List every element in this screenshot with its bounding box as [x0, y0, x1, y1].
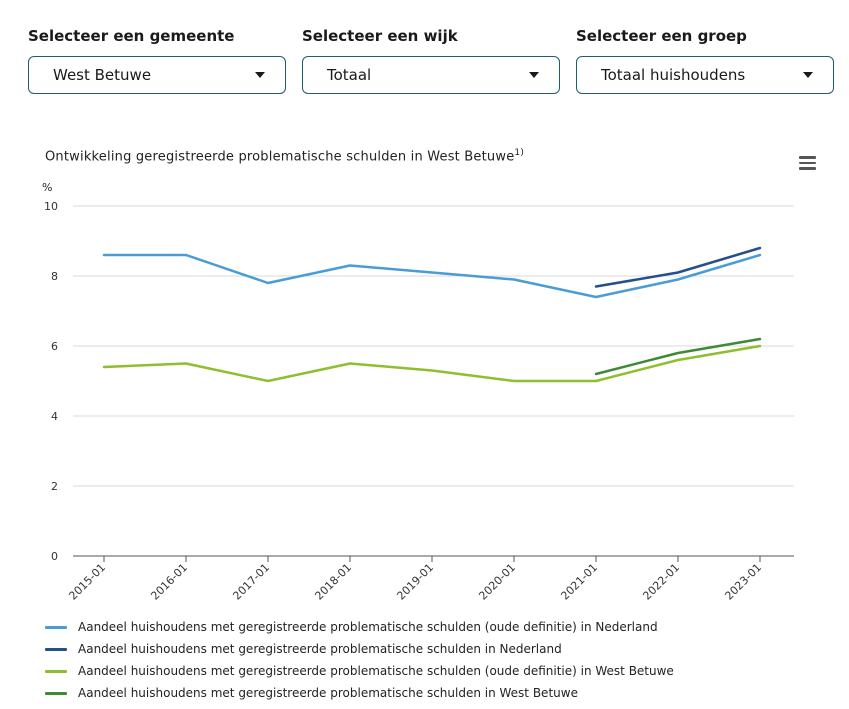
hamburger-menu-icon[interactable] — [799, 156, 816, 170]
chart-legend: Aandeel huishoudens met geregistreerde p… — [45, 616, 674, 704]
chart-title-text: Ontwikkeling geregistreerde problematisc… — [45, 149, 515, 165]
filter-label-wijk: Selecteer een wijk — [302, 27, 458, 45]
line-chart: 0 2 4 6 8 10 2015-01 2016-01 2017-01 2018-01 2019… — [42, 181, 794, 603]
caret-down-icon — [529, 72, 539, 78]
x-tick-label: 2016-01 — [148, 561, 190, 603]
legend-item-0[interactable]: Aandeel huishoudens met geregistreerde p… — [45, 616, 674, 638]
gemeente-select[interactable]: West Betuwe — [28, 56, 286, 94]
groep-select[interactable]: Totaal huishoudens — [576, 56, 834, 94]
y-tick-label: 0 — [51, 550, 58, 563]
x-tick-label: 2018-01 — [312, 561, 354, 603]
groep-select-value: Totaal huishoudens — [601, 66, 746, 84]
y-tick-label: 6 — [51, 340, 58, 353]
y-tick-label: 10 — [44, 200, 58, 213]
legend-swatch — [45, 669, 67, 673]
legend-label: Aandeel huishoudens met geregistreerde p… — [78, 642, 562, 656]
x-tick-label: 2019-01 — [394, 561, 436, 603]
legend-item-2[interactable]: Aandeel huishoudens met geregistreerde p… — [45, 660, 674, 682]
chart-title-footnote: 1) — [514, 148, 525, 158]
wijk-select[interactable]: Totaal — [302, 56, 560, 94]
wijk-select-value: Totaal — [327, 66, 372, 84]
legend-swatch — [45, 647, 67, 651]
gemeente-select-value: West Betuwe — [53, 66, 152, 84]
filter-label-gemeente: Selecteer een gemeente — [28, 27, 235, 45]
x-tick-label: 2021-01 — [558, 561, 600, 603]
y-tick-label: 4 — [51, 410, 58, 423]
x-tick-label: 2015-01 — [66, 561, 108, 603]
series-line-0[interactable] — [102, 253, 762, 299]
series-line-1[interactable] — [594, 246, 762, 288]
y-tick-label: 2 — [51, 480, 58, 493]
chart-title: Ontwikkeling geregistreerde problematisc… — [45, 148, 524, 164]
legend-label: Aandeel huishoudens met geregistreerde p… — [78, 686, 578, 700]
x-tick-label: 2020-01 — [476, 561, 518, 603]
series-line-2[interactable] — [102, 344, 762, 383]
filter-label-groep: Selecteer een groep — [576, 27, 747, 45]
caret-down-icon — [255, 72, 265, 78]
legend-swatch — [45, 691, 67, 695]
series-line-3[interactable] — [594, 337, 762, 376]
legend-label: Aandeel huishoudens met geregistreerde p… — [78, 664, 674, 678]
y-axis-label: % — [42, 181, 52, 194]
x-tick-label: 2023-01 — [722, 561, 764, 603]
y-tick-label: 8 — [51, 270, 58, 283]
caret-down-icon — [803, 72, 813, 78]
legend-item-1[interactable]: Aandeel huishoudens met geregistreerde p… — [45, 638, 674, 660]
legend-label: Aandeel huishoudens met geregistreerde p… — [78, 620, 658, 634]
x-tick-label: 2017-01 — [230, 561, 272, 603]
legend-item-3[interactable]: Aandeel huishoudens met geregistreerde p… — [45, 682, 674, 704]
x-tick-label: 2022-01 — [640, 561, 682, 603]
legend-swatch — [45, 625, 67, 629]
